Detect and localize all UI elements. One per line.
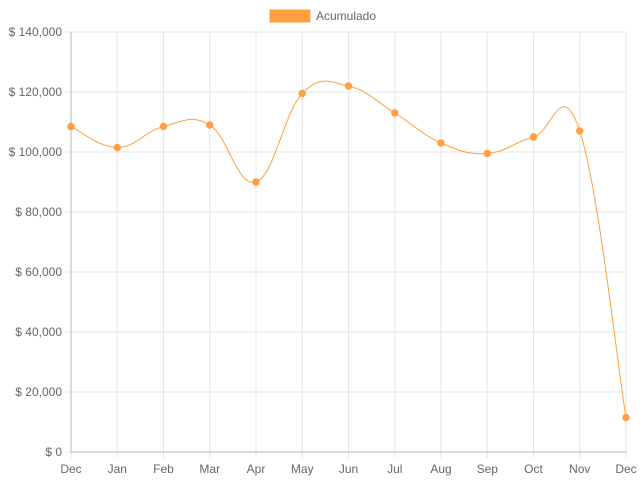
legend-swatch[interactable]: [269, 9, 311, 23]
data-point[interactable]: [298, 89, 306, 98]
axes: [70, 32, 626, 453]
data-point[interactable]: [391, 109, 399, 117]
x-tick-label: Aug: [430, 462, 451, 476]
x-tick-label: Dec: [615, 462, 636, 476]
data-point[interactable]: [437, 139, 445, 147]
data-point[interactable]: [159, 122, 168, 131]
x-gridlines: [70, 32, 627, 458]
data-point[interactable]: [252, 178, 260, 186]
x-tick-label: Dec: [60, 462, 81, 476]
y-tick-label: $ 20,000: [15, 385, 62, 399]
series-line: [70, 80, 627, 418]
x-tick-label: Apr: [247, 462, 266, 476]
x-tick-labels: Dec Jan Feb Mar Apr May Jun Jul Aug Sep Oct Nov Dec: [60, 462, 636, 476]
data-point[interactable]: [483, 149, 491, 158]
x-tick-label: May: [291, 462, 314, 476]
data-point[interactable]: [206, 121, 214, 129]
x-tick-label: Jul: [387, 462, 402, 476]
x-tick-label: Jan: [108, 462, 127, 476]
x-tick-label: Feb: [153, 462, 174, 476]
y-tick-label: $ 0: [45, 445, 62, 459]
data-point[interactable]: [622, 413, 630, 422]
x-tick-label: Oct: [524, 462, 543, 476]
data-point[interactable]: [67, 122, 75, 131]
x-tick-label: Sep: [477, 462, 499, 476]
legend-label[interactable]: Acumulado: [316, 9, 376, 23]
y-tick-label: $ 120,000: [9, 85, 63, 99]
y-tick-label: $ 100,000: [9, 145, 63, 159]
data-point[interactable]: [344, 82, 353, 90]
y-gridlines: [65, 31, 626, 453]
y-tick-label: $ 140,000: [9, 25, 63, 39]
x-tick-label: Mar: [199, 462, 220, 476]
x-tick-label: Nov: [569, 462, 590, 476]
data-point[interactable]: [113, 143, 121, 152]
y-tick-label: $ 60,000: [15, 265, 62, 279]
y-tick-labels: $ 0 $ 20,000 $ 40,000 $ 60,000 $ 80,000 $ 100…: [9, 25, 63, 459]
data-point[interactable]: [576, 127, 584, 135]
y-tick-label: $ 40,000: [15, 325, 62, 339]
y-tick-label: $ 80,000: [15, 205, 62, 219]
legend[interactable]: Acumulado: [269, 9, 376, 23]
series-layer: [67, 80, 630, 422]
data-point[interactable]: [529, 133, 538, 141]
x-tick-label: Jun: [339, 462, 358, 476]
